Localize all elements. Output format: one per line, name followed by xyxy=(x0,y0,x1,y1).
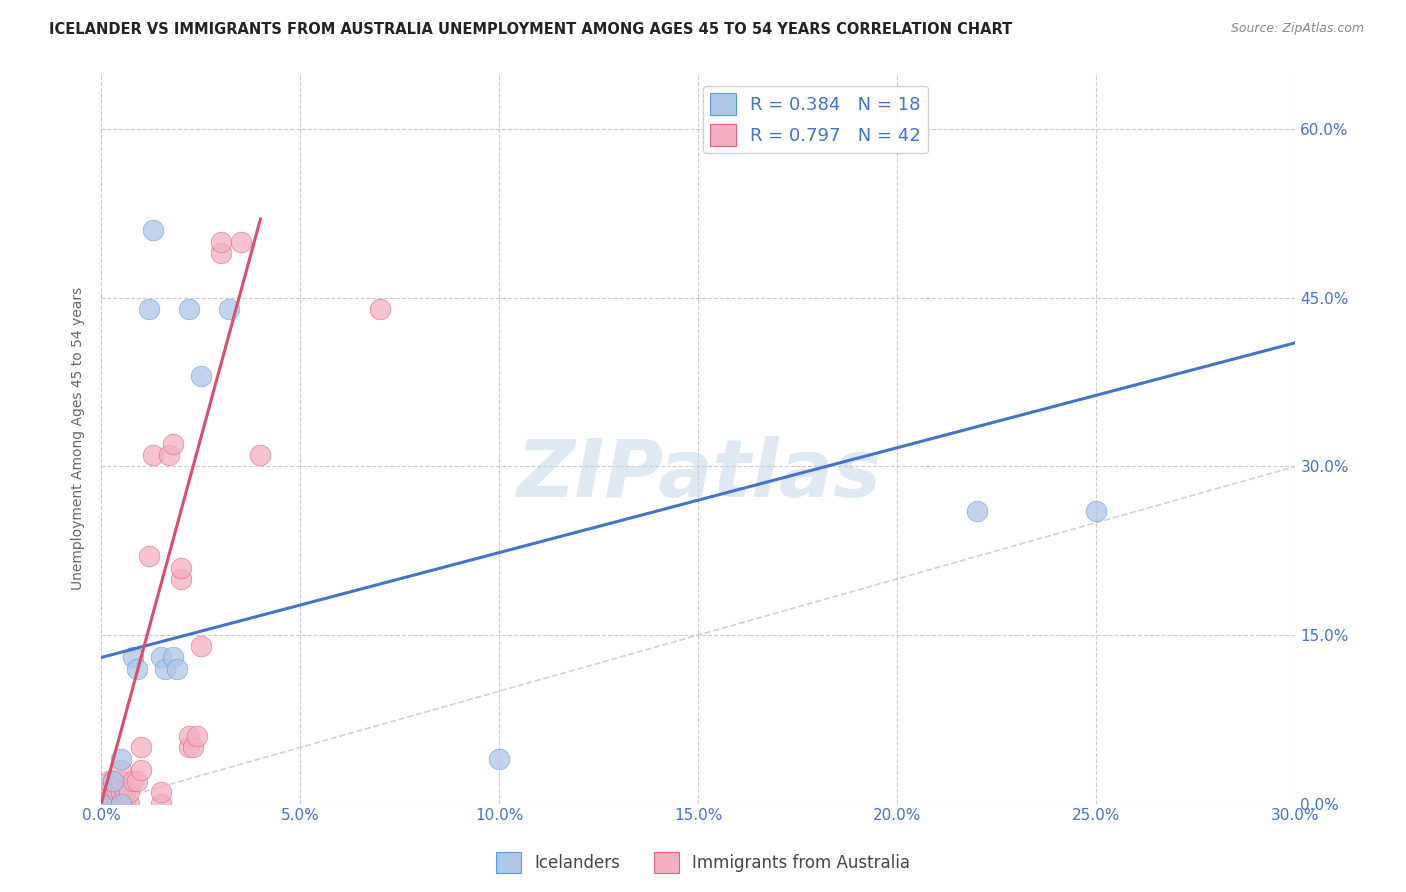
Point xyxy=(249,448,271,462)
Point xyxy=(229,235,252,249)
Point xyxy=(110,797,132,811)
Point xyxy=(114,797,136,811)
Point xyxy=(177,740,200,755)
Point xyxy=(90,797,112,811)
Point xyxy=(488,752,510,766)
Point xyxy=(142,223,165,237)
Point xyxy=(118,785,141,799)
Point xyxy=(177,301,200,316)
Point xyxy=(118,797,141,811)
Point xyxy=(105,797,128,811)
Point xyxy=(125,662,148,676)
Point xyxy=(149,797,172,811)
Point xyxy=(90,785,112,799)
Point xyxy=(98,774,121,789)
Point xyxy=(110,797,132,811)
Point xyxy=(1085,504,1108,518)
Point xyxy=(122,650,145,665)
Point xyxy=(110,774,132,789)
Point xyxy=(209,245,232,260)
Point xyxy=(110,785,132,799)
Point xyxy=(98,797,121,811)
Point xyxy=(209,235,232,249)
Point xyxy=(101,774,124,789)
Point xyxy=(110,752,132,766)
Point xyxy=(162,650,184,665)
Point xyxy=(190,639,212,653)
Point xyxy=(170,572,193,586)
Point xyxy=(125,774,148,789)
Point xyxy=(149,785,172,799)
Point xyxy=(101,774,124,789)
Point xyxy=(170,560,193,574)
Point xyxy=(94,785,117,799)
Point xyxy=(966,504,988,518)
Point xyxy=(181,740,204,755)
Point xyxy=(90,797,112,811)
Point xyxy=(94,797,117,811)
Point xyxy=(98,785,121,799)
Point xyxy=(218,301,240,316)
Point xyxy=(114,785,136,799)
Text: Source: ZipAtlas.com: Source: ZipAtlas.com xyxy=(1230,22,1364,36)
Point xyxy=(149,650,172,665)
Point xyxy=(101,785,124,799)
Text: ICELANDER VS IMMIGRANTS FROM AUSTRALIA UNEMPLOYMENT AMONG AGES 45 TO 54 YEARS CO: ICELANDER VS IMMIGRANTS FROM AUSTRALIA U… xyxy=(49,22,1012,37)
Point xyxy=(101,797,124,811)
Legend: R = 0.384   N = 18, R = 0.797   N = 42: R = 0.384 N = 18, R = 0.797 N = 42 xyxy=(703,86,928,153)
Point xyxy=(142,448,165,462)
Legend: Icelanders, Immigrants from Australia: Icelanders, Immigrants from Australia xyxy=(489,846,917,880)
Point xyxy=(122,774,145,789)
Point xyxy=(129,740,152,755)
Point xyxy=(166,662,188,676)
Point xyxy=(368,301,391,316)
Point xyxy=(105,785,128,799)
Y-axis label: Unemployment Among Ages 45 to 54 years: Unemployment Among Ages 45 to 54 years xyxy=(72,286,86,590)
Point xyxy=(153,662,176,676)
Point xyxy=(177,729,200,743)
Point xyxy=(110,763,132,777)
Point xyxy=(186,729,208,743)
Point xyxy=(190,369,212,384)
Point xyxy=(157,448,180,462)
Point xyxy=(162,437,184,451)
Point xyxy=(138,549,160,564)
Point xyxy=(138,301,160,316)
Text: ZIPatlas: ZIPatlas xyxy=(516,436,880,514)
Point xyxy=(129,763,152,777)
